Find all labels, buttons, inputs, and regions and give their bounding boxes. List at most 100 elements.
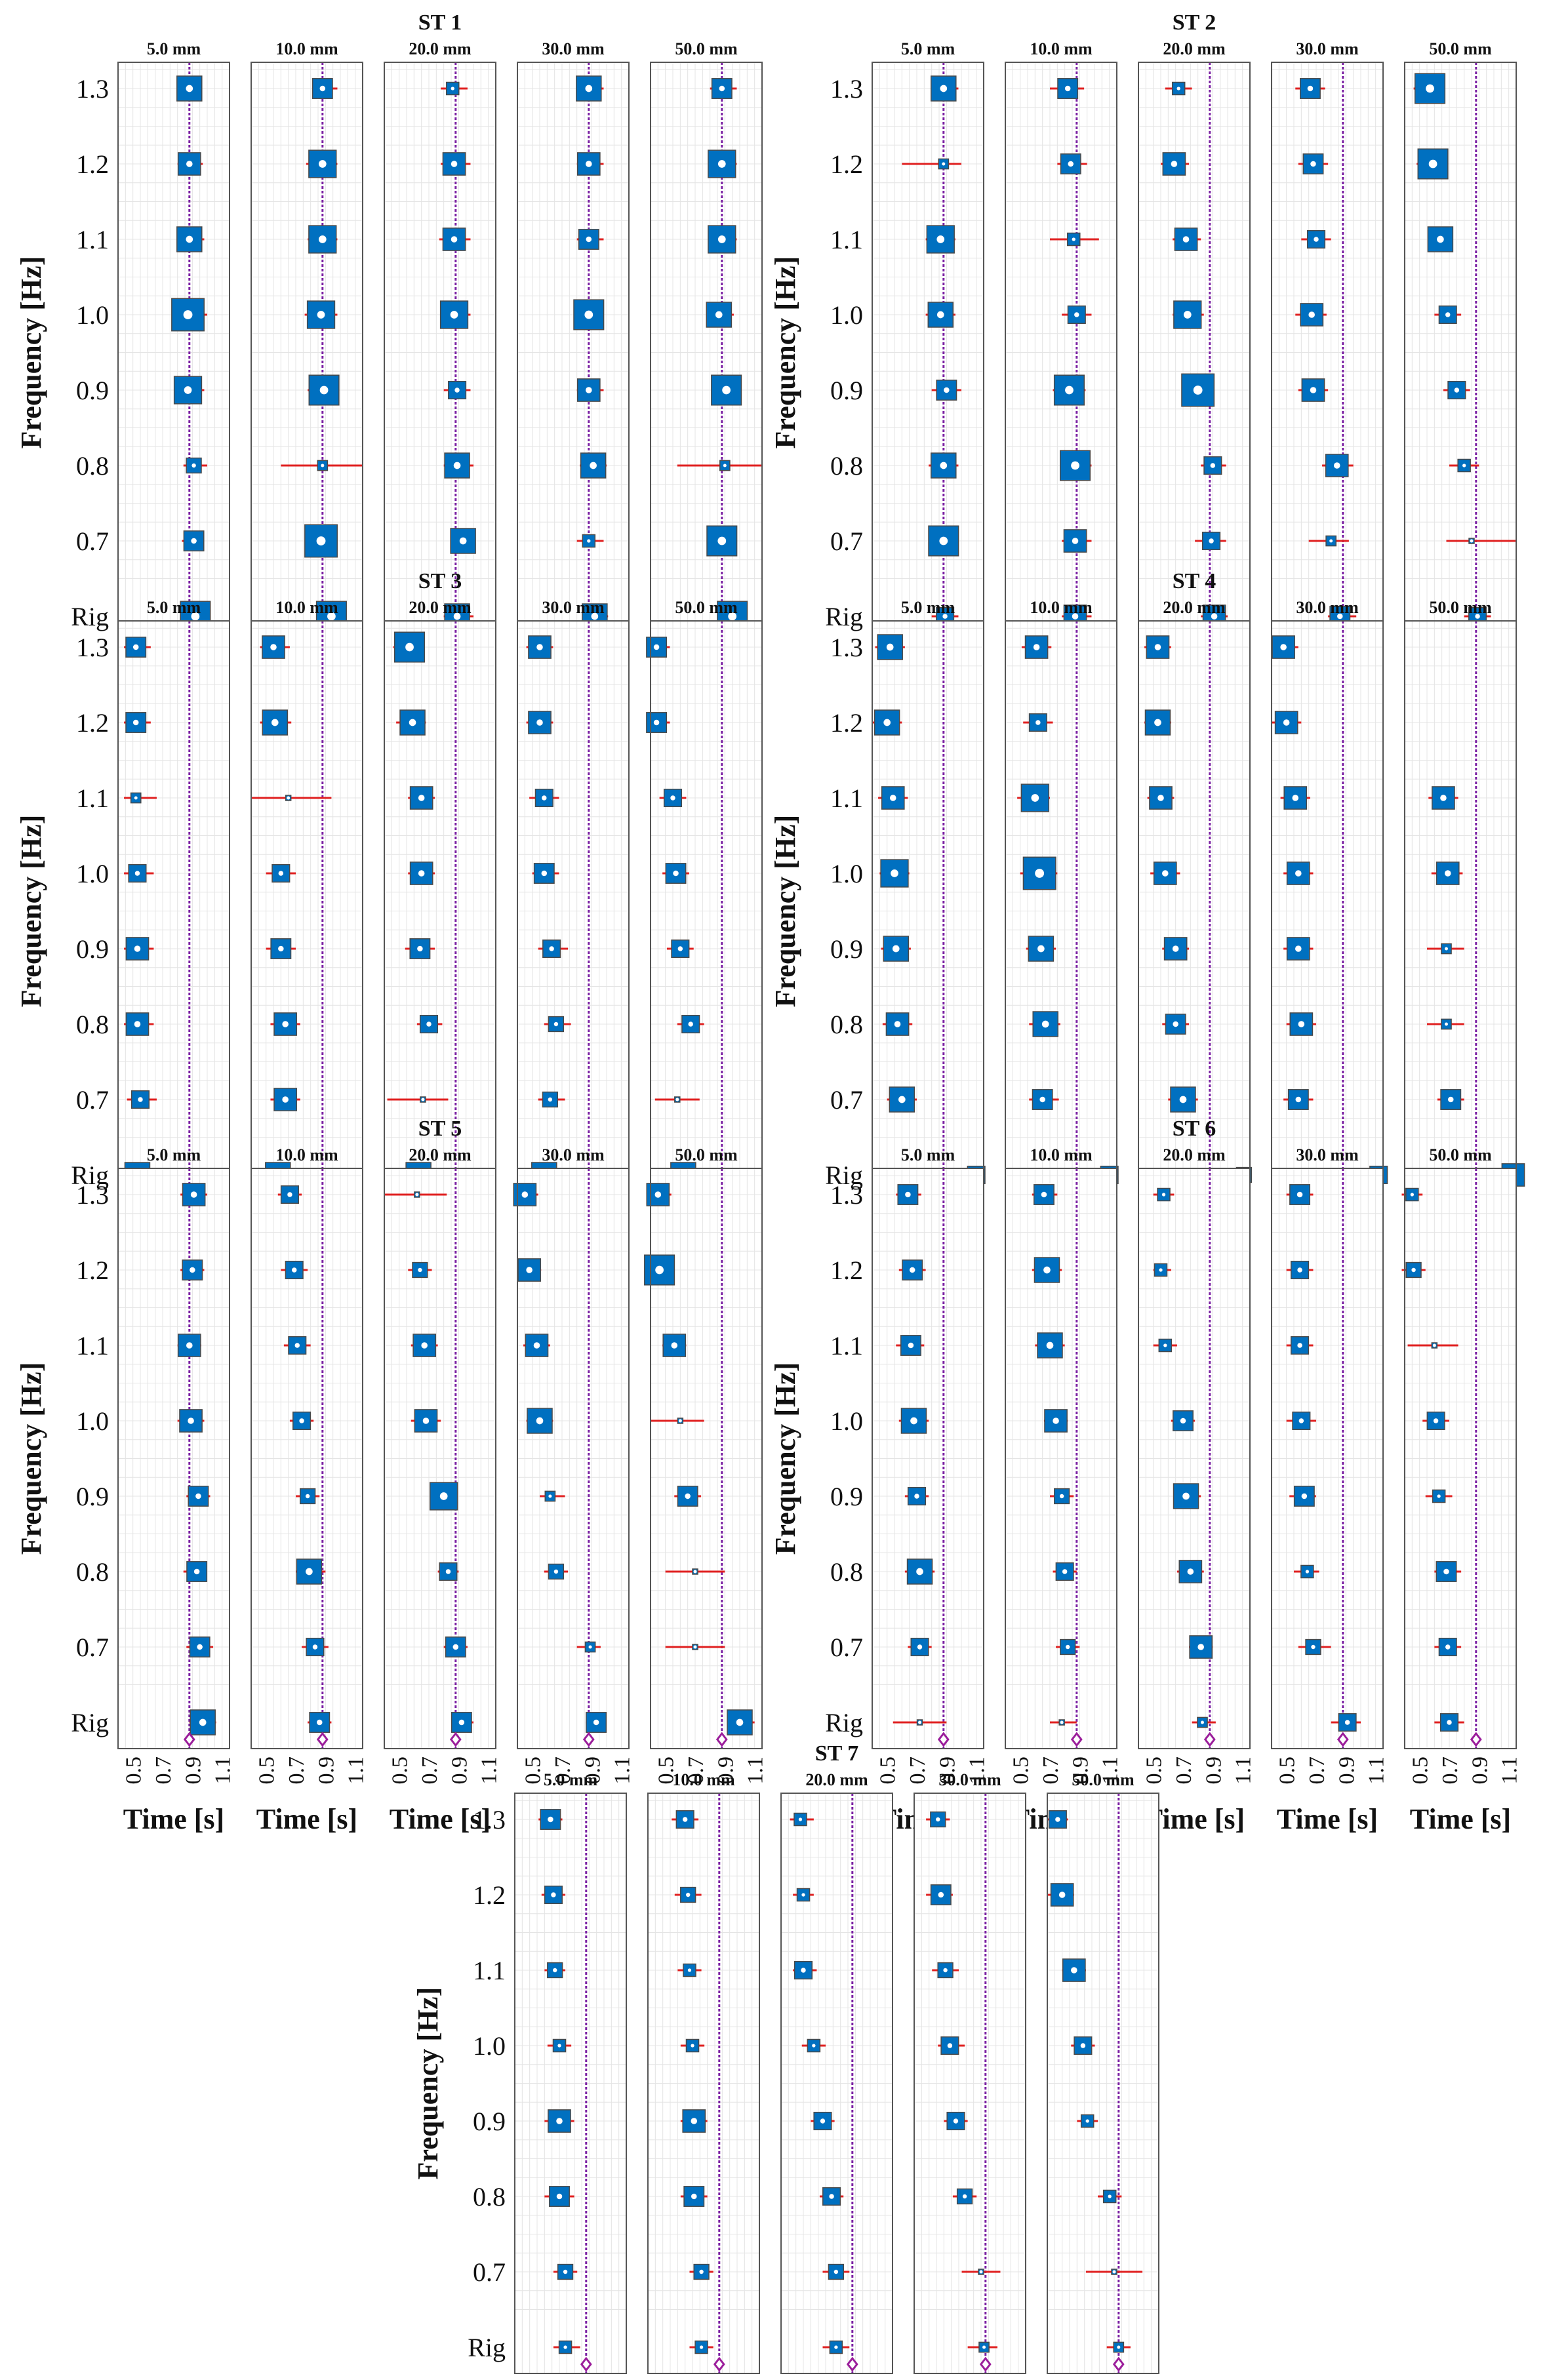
median-dot bbox=[409, 719, 416, 726]
median-dot bbox=[1085, 2119, 1089, 2123]
median-dot bbox=[801, 1968, 806, 1973]
median-dot bbox=[1161, 1193, 1166, 1197]
median-dot bbox=[586, 387, 592, 393]
y-tick-label: 0.7 bbox=[473, 2257, 506, 2287]
median-dot bbox=[1296, 1191, 1303, 1198]
median-dot bbox=[1209, 538, 1214, 544]
reference-marker bbox=[1070, 1732, 1083, 1747]
column-title: 20.0 mm bbox=[805, 1770, 868, 1789]
median-dot bbox=[1443, 1568, 1449, 1575]
median-dot bbox=[134, 1021, 141, 1027]
column-title: 30.0 mm bbox=[1296, 598, 1359, 617]
column-title: 10.0 mm bbox=[275, 1145, 338, 1164]
median-dot bbox=[653, 719, 660, 726]
median-dot bbox=[1163, 1343, 1167, 1347]
median-dot bbox=[312, 1644, 318, 1650]
y-tick-label: 0.7 bbox=[76, 526, 109, 556]
x-tick-label: 0.9 bbox=[1068, 1756, 1093, 1785]
median-dot bbox=[132, 719, 139, 726]
y-tick-label: 1.0 bbox=[473, 2031, 506, 2061]
median-dot bbox=[1470, 539, 1474, 543]
median-dot bbox=[541, 870, 548, 877]
median-dot bbox=[677, 946, 683, 951]
median-dot bbox=[1059, 1494, 1064, 1499]
x-tick-label: 0.7 bbox=[1438, 1756, 1462, 1785]
median-dot bbox=[1035, 869, 1045, 878]
median-dot bbox=[199, 1718, 207, 1726]
median-dot bbox=[1068, 161, 1074, 167]
median-dot bbox=[548, 1816, 553, 1823]
data-box bbox=[534, 788, 553, 808]
median-dot bbox=[908, 1342, 914, 1349]
data-box bbox=[517, 1258, 541, 1282]
median-dot bbox=[938, 1892, 944, 1898]
reference-marker bbox=[1203, 1732, 1216, 1747]
panel-frame bbox=[1271, 1168, 1384, 1749]
x-tick-label: 0.9 bbox=[1201, 1756, 1226, 1785]
median-dot bbox=[1310, 387, 1317, 393]
median-dot bbox=[132, 644, 139, 650]
median-dot bbox=[936, 311, 944, 319]
median-dot bbox=[1173, 1021, 1178, 1027]
x-axis-label: Time [s] bbox=[390, 1803, 491, 1835]
median-dot bbox=[1197, 1644, 1204, 1650]
reference-marker bbox=[1470, 1732, 1482, 1747]
median-dot bbox=[287, 1192, 292, 1197]
median-dot bbox=[318, 235, 327, 243]
median-dot bbox=[1344, 1720, 1350, 1725]
column-title: 10.0 mm bbox=[275, 598, 338, 617]
median-dot bbox=[421, 1342, 428, 1349]
median-dot bbox=[186, 235, 193, 243]
reference-marker bbox=[580, 2356, 592, 2372]
median-dot bbox=[1074, 312, 1079, 317]
median-dot bbox=[905, 1191, 911, 1198]
x-tick-label: 0.5 bbox=[876, 1756, 900, 1785]
median-dot bbox=[521, 1191, 529, 1198]
median-dot bbox=[1444, 1022, 1448, 1026]
median-dot bbox=[891, 869, 898, 877]
x-tick-label: 1.1 bbox=[1498, 1756, 1522, 1785]
median-dot bbox=[1411, 1267, 1416, 1273]
x-tick-label: 0.5 bbox=[388, 1756, 412, 1785]
median-dot bbox=[1308, 311, 1315, 318]
x-axis-label: Time [s] bbox=[256, 1803, 357, 1835]
median-dot bbox=[953, 2118, 959, 2124]
median-dot bbox=[1440, 795, 1447, 801]
median-dot bbox=[812, 2044, 816, 2048]
x-tick-label: 0.5 bbox=[1276, 1756, 1300, 1785]
x-tick-label: 0.9 bbox=[580, 1756, 605, 1785]
y-tick-label: 1.3 bbox=[473, 1805, 506, 1835]
x-tick-label: 1.1 bbox=[1365, 1756, 1389, 1785]
panel-50-0-mm: 50.0 mm bbox=[646, 598, 763, 1202]
column-title: 10.0 mm bbox=[1030, 598, 1093, 617]
panel-5-0-mm: 5.0 mm bbox=[117, 598, 230, 1202]
median-dot bbox=[691, 2118, 698, 2124]
panel-frame bbox=[384, 1168, 496, 1749]
y-tick-label: 0.8 bbox=[830, 1557, 863, 1587]
y-axis-label: Frequency [Hz] bbox=[412, 1987, 444, 2180]
median-dot bbox=[327, 612, 336, 621]
y-tick-label: Rig bbox=[825, 1160, 863, 1190]
y-tick-label: Rig bbox=[71, 1708, 109, 1737]
reference-marker bbox=[316, 1732, 329, 1747]
median-dot bbox=[886, 643, 894, 651]
median-dot bbox=[586, 161, 592, 167]
median-dot bbox=[306, 1568, 313, 1576]
group-title: ST 6 bbox=[1173, 1117, 1216, 1141]
median-dot bbox=[1475, 614, 1480, 619]
median-dot bbox=[282, 1021, 289, 1027]
x-tick-label: 0.9 bbox=[935, 1756, 959, 1785]
panel-10-0-mm: 10.0 mm bbox=[251, 39, 363, 643]
reference-marker bbox=[713, 2356, 725, 2372]
panel-10-0-mm: 10.0 mm bbox=[251, 598, 363, 1202]
median-dot bbox=[138, 1097, 143, 1102]
median-dot bbox=[294, 1343, 300, 1348]
median-dot bbox=[1072, 538, 1079, 544]
y-tick-label: 1.1 bbox=[830, 1331, 863, 1360]
subplot-group-2: ST 2 1.3 1.2 1.1 1.0 0.9 0.8 0.7 Rig Frequency [H… bbox=[769, 10, 1517, 643]
